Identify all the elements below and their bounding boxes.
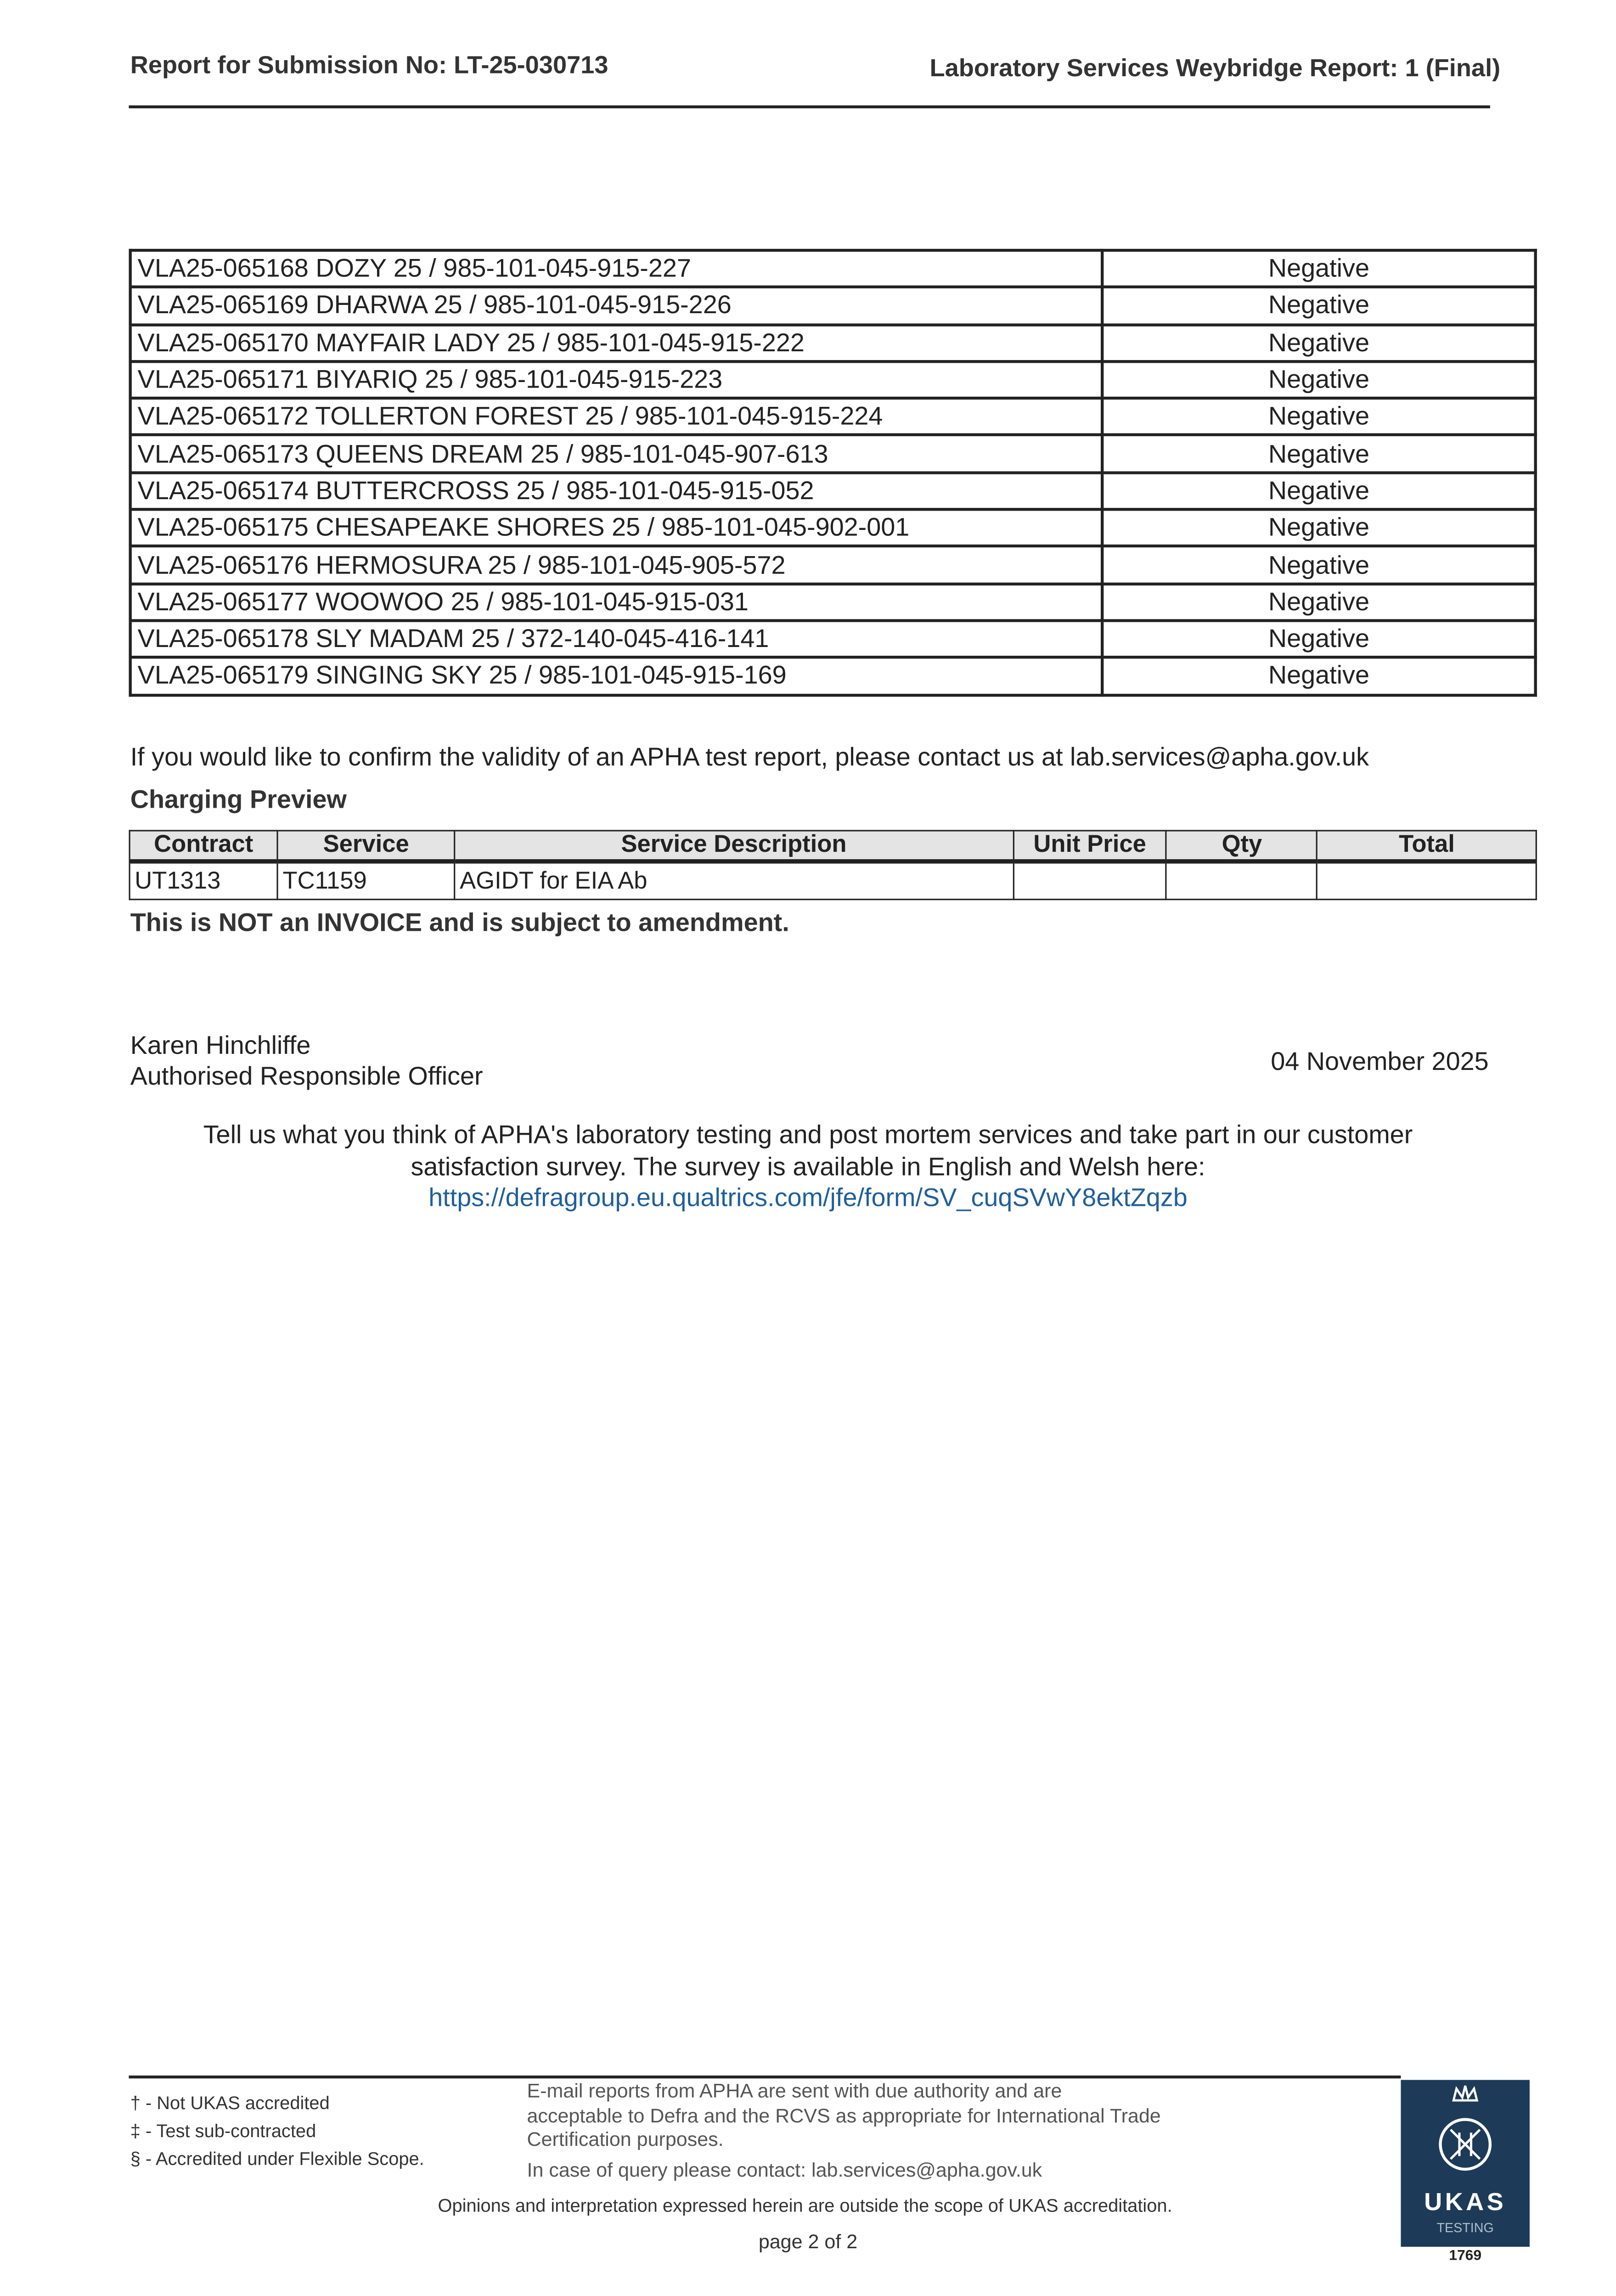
report-title: Laboratory Services Weybridge Report: 1 … [929, 54, 1501, 82]
header-divider [129, 105, 1490, 108]
signatory-role: Authorised Responsible Officer [130, 1061, 483, 1091]
charging-cell: TC1159 [276, 861, 456, 900]
note-flexible-scope: § - Accredited under Flexible Scope. [130, 2149, 424, 2169]
result-value: Negative [1101, 434, 1537, 474]
charging-header: Qty [1166, 830, 1318, 864]
result-row: VLA25-065174 BUTTERCROSS 25 / 985-101-04… [129, 471, 1537, 511]
survey-line-1: Tell us what you think of APHA's laborat… [203, 1120, 1413, 1149]
opinions-note: Opinions and interpretation expressed he… [438, 2195, 1172, 2216]
sample-id: VLA25-065175 CHESAPEAKE SHORES 25 / 985-… [129, 508, 1104, 548]
sample-id: VLA25-065168 DOZY 25 / 985-101-045-915-2… [129, 248, 1104, 289]
footer-divider [129, 2075, 1401, 2078]
result-row: VLA25-065175 CHESAPEAKE SHORES 25 / 985-… [129, 508, 1537, 548]
sample-id: VLA25-065174 BUTTERCROSS 25 / 985-101-04… [129, 471, 1104, 511]
ukas-logo: UKAS TESTING [1401, 2080, 1530, 2247]
result-value: Negative [1101, 545, 1537, 585]
result-row: VLA25-065168 DOZY 25 / 985-101-045-915-2… [129, 248, 1537, 289]
charging-cell: UT1313 [129, 861, 278, 900]
sample-id: VLA25-065173 QUEENS DREAM 25 / 985-101-0… [129, 434, 1104, 474]
result-row: VLA25-065170 MAYFAIR LADY 25 / 985-101-0… [129, 323, 1537, 363]
validity-note: If you would like to confirm the validit… [130, 742, 1369, 771]
result-value: Negative [1101, 360, 1537, 400]
charging-header: Service [276, 830, 456, 864]
ukas-sub: TESTING [1436, 2220, 1494, 2235]
email-line: E-mail reports from APHA are sent with d… [527, 2080, 1062, 2102]
email-line: Certification purposes. [527, 2128, 724, 2150]
ukas-number: 1769 [1449, 2248, 1482, 2265]
survey-link[interactable]: https://defragroup.eu.qualtrics.com/jfe/… [428, 1182, 1188, 1212]
ukas-name: UKAS [1424, 2188, 1507, 2216]
result-value: Negative [1101, 323, 1537, 363]
result-value: Negative [1101, 471, 1537, 511]
signatory-name: Karen Hinchliffe [130, 1030, 311, 1060]
sample-id: VLA25-065178 SLY MADAM 25 / 372-140-045-… [129, 619, 1104, 659]
result-value: Negative [1101, 619, 1537, 659]
results-table: VLA25-065168 DOZY 25 / 985-101-045-915-2… [129, 248, 1537, 696]
sample-id: VLA25-065170 MAYFAIR LADY 25 / 985-101-0… [129, 323, 1104, 363]
result-row: VLA25-065179 SINGING SKY 25 / 985-101-04… [129, 656, 1537, 696]
result-row: VLA25-065172 TOLLERTON FOREST 25 / 985-1… [129, 397, 1537, 437]
charging-cell: AGIDT for EIA Ab [454, 861, 1014, 900]
charging-table: Contract Service Service Description Unit P… [129, 830, 1537, 900]
result-value: Negative [1101, 286, 1537, 326]
note-not-accredited: † - Not UKAS accredited [130, 2093, 330, 2114]
sample-id: VLA25-065179 SINGING SKY 25 / 985-101-04… [129, 656, 1104, 696]
charging-header: Service Description [454, 830, 1014, 864]
crown-icon [1439, 2085, 1492, 2171]
sample-id: VLA25-065169 DHARWA 25 / 985-101-045-915… [129, 286, 1104, 326]
note-subcontracted: ‡ - Test sub-contracted [130, 2121, 316, 2142]
result-row: VLA25-065178 SLY MADAM 25 / 372-140-045-… [129, 619, 1537, 659]
result-row: VLA25-065169 DHARWA 25 / 985-101-045-915… [129, 286, 1537, 326]
result-value: Negative [1101, 656, 1537, 696]
charging-title: Charging Preview [130, 784, 347, 814]
email-disclaimer: E-mail reports from APHA are sent with d… [527, 2080, 1161, 2182]
footer-notes: † - Not UKAS accredited ‡ - Test sub-con… [130, 2090, 424, 2174]
report-date: 04 November 2025 [1271, 1047, 1489, 1076]
submission-number: Report for Submission No: LT-25-030713 [130, 51, 608, 79]
result-row: VLA25-065173 QUEENS DREAM 25 / 985-101-0… [129, 434, 1537, 474]
charging-cell [1166, 861, 1318, 900]
sample-id: VLA25-065177 WOOWOO 25 / 985-101-045-915… [129, 582, 1104, 622]
sample-id: VLA25-065172 TOLLERTON FOREST 25 / 985-1… [129, 397, 1104, 437]
result-row: VLA25-065176 HERMOSURA 25 / 985-101-045-… [129, 545, 1537, 585]
result-row: VLA25-065171 BIYARIQ 25 / 985-101-045-91… [129, 360, 1537, 400]
charging-header: Contract [129, 830, 278, 864]
result-value: Negative [1101, 397, 1537, 437]
sample-id: VLA25-065171 BIYARIQ 25 / 985-101-045-91… [129, 360, 1104, 400]
result-value: Negative [1101, 248, 1537, 289]
page-number: page 2 of 2 [758, 2230, 858, 2253]
charging-cell [1317, 861, 1537, 900]
charging-header: Total [1317, 830, 1537, 864]
charging-cell [1012, 861, 1167, 900]
sample-id: VLA25-065176 HERMOSURA 25 / 985-101-045-… [129, 545, 1104, 585]
charging-row: UT1313 TC1159 AGIDT for EIA Ab [129, 861, 1537, 900]
charging-header: Unit Price [1012, 830, 1167, 864]
survey-block: Tell us what you think of APHA's laborat… [0, 1120, 1616, 1214]
email-line: acceptable to Defra and the RCVS as appr… [527, 2104, 1161, 2126]
not-invoice-note: This is NOT an INVOICE and is subject to… [130, 907, 789, 937]
result-row: VLA25-065177 WOOWOO 25 / 985-101-045-915… [129, 582, 1537, 622]
survey-line-2: satisfaction survey. The survey is avail… [411, 1151, 1205, 1181]
query-contact: In case of query please contact: lab.ser… [527, 2158, 1042, 2180]
result-value: Negative [1101, 582, 1537, 622]
result-value: Negative [1101, 508, 1537, 548]
